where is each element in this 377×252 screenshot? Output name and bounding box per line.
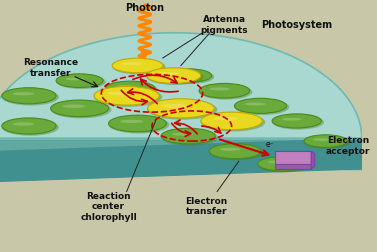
Text: Photon: Photon xyxy=(125,3,164,13)
Ellipse shape xyxy=(174,73,193,75)
Ellipse shape xyxy=(161,129,218,146)
Ellipse shape xyxy=(56,75,106,89)
Ellipse shape xyxy=(148,99,214,118)
Ellipse shape xyxy=(245,103,266,106)
Ellipse shape xyxy=(165,70,214,84)
Ellipse shape xyxy=(234,99,289,115)
Ellipse shape xyxy=(66,78,84,80)
Ellipse shape xyxy=(2,118,56,134)
Polygon shape xyxy=(311,151,315,169)
Ellipse shape xyxy=(109,115,167,132)
Ellipse shape xyxy=(112,59,166,74)
Ellipse shape xyxy=(213,117,238,120)
Ellipse shape xyxy=(2,88,59,106)
Polygon shape xyxy=(0,33,362,139)
Ellipse shape xyxy=(234,98,287,113)
Text: Electron
acceptor: Electron acceptor xyxy=(326,137,370,156)
Ellipse shape xyxy=(120,120,143,123)
Ellipse shape xyxy=(115,85,135,88)
Ellipse shape xyxy=(282,118,302,121)
Ellipse shape xyxy=(209,87,230,90)
Ellipse shape xyxy=(161,104,188,108)
Ellipse shape xyxy=(56,74,103,87)
Ellipse shape xyxy=(122,62,143,65)
Ellipse shape xyxy=(51,101,112,118)
Text: Antenna
pigments: Antenna pigments xyxy=(201,16,248,35)
Text: Photosystem: Photosystem xyxy=(261,20,332,30)
Ellipse shape xyxy=(2,88,56,104)
Text: Reaction
center
chlorophyll: Reaction center chlorophyll xyxy=(80,192,137,222)
Ellipse shape xyxy=(267,161,287,164)
Ellipse shape xyxy=(201,113,265,132)
Ellipse shape xyxy=(147,69,204,85)
Text: Electron
transfer: Electron transfer xyxy=(185,197,227,216)
Ellipse shape xyxy=(106,82,158,97)
Ellipse shape xyxy=(165,69,211,82)
Ellipse shape xyxy=(158,72,179,75)
Ellipse shape xyxy=(313,138,330,141)
Ellipse shape xyxy=(51,100,109,117)
Ellipse shape xyxy=(209,145,264,161)
Ellipse shape xyxy=(304,135,347,147)
Ellipse shape xyxy=(106,81,155,95)
Ellipse shape xyxy=(2,119,59,136)
Ellipse shape xyxy=(147,68,201,83)
Ellipse shape xyxy=(209,144,261,159)
Polygon shape xyxy=(0,139,362,169)
Ellipse shape xyxy=(109,116,169,134)
Ellipse shape xyxy=(94,87,162,107)
Ellipse shape xyxy=(219,148,241,151)
Ellipse shape xyxy=(161,128,215,144)
Ellipse shape xyxy=(112,58,163,73)
Polygon shape xyxy=(0,139,362,181)
Ellipse shape xyxy=(199,83,250,98)
Ellipse shape xyxy=(272,114,321,128)
Polygon shape xyxy=(275,164,311,169)
Ellipse shape xyxy=(62,105,86,108)
Ellipse shape xyxy=(258,158,310,172)
Polygon shape xyxy=(275,151,311,164)
Ellipse shape xyxy=(272,115,324,130)
Ellipse shape xyxy=(147,100,217,120)
Ellipse shape xyxy=(304,136,350,149)
Ellipse shape xyxy=(172,133,193,136)
Text: Resonance
transfer: Resonance transfer xyxy=(23,58,78,78)
Ellipse shape xyxy=(257,157,307,171)
Ellipse shape xyxy=(199,84,252,100)
Ellipse shape xyxy=(13,92,34,95)
Text: e⁻: e⁻ xyxy=(266,140,274,149)
Ellipse shape xyxy=(201,112,262,130)
Ellipse shape xyxy=(107,91,133,95)
Ellipse shape xyxy=(13,122,34,125)
Ellipse shape xyxy=(94,86,159,105)
